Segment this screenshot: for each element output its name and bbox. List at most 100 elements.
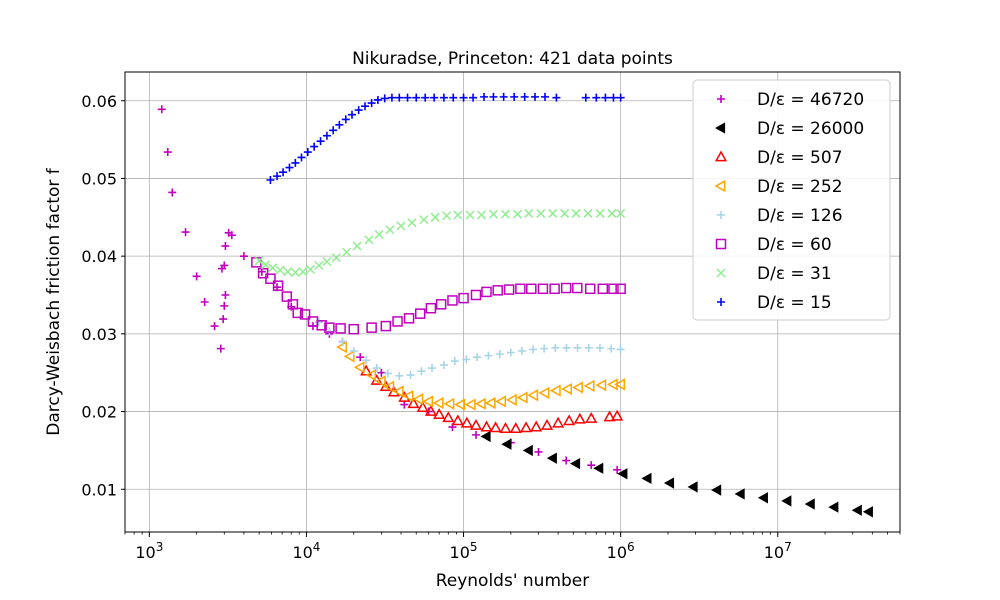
data-point [537, 283, 549, 295]
legend-marker [717, 211, 725, 219]
data-point [527, 389, 539, 402]
data-point [595, 379, 607, 392]
data-point [469, 419, 483, 430]
data-point [462, 355, 471, 364]
data-point [613, 465, 622, 474]
y-axis-label: Darcy-Weisbach friction factor f [44, 167, 64, 435]
data-point [361, 102, 370, 111]
data-point [663, 477, 675, 489]
data-point [417, 367, 426, 376]
data-point [516, 391, 528, 404]
data-point [561, 382, 573, 396]
data-point [563, 414, 576, 426]
data-point [221, 291, 230, 300]
data-point [354, 106, 363, 115]
data-point [348, 110, 357, 119]
data-point [474, 397, 486, 410]
y-tick-label: 0.05 [81, 169, 117, 188]
data-point [314, 318, 323, 327]
data-point [380, 320, 392, 332]
data-point [181, 228, 190, 237]
chart-title: Nikuradse, Princeton: 421 data points [352, 49, 673, 69]
data-point [451, 414, 464, 426]
data-point [536, 208, 546, 218]
data-point [372, 364, 381, 373]
data-point [305, 264, 315, 274]
data-point [251, 257, 262, 268]
data-point [216, 344, 225, 353]
y-tick-label: 0.06 [81, 92, 117, 111]
data-point [239, 252, 248, 261]
data-point [268, 263, 278, 273]
legend-marker [717, 95, 725, 103]
y-tick-label: 0.01 [81, 480, 117, 499]
data-point [406, 371, 415, 380]
data-point [221, 242, 230, 251]
data-point [272, 280, 284, 291]
data-point [279, 168, 288, 177]
data-point [322, 131, 331, 140]
x-axis-label: Reynolds' number [436, 571, 590, 591]
data-point [480, 430, 491, 443]
series-0 [157, 105, 622, 474]
data-point [324, 322, 335, 333]
data-point [416, 401, 429, 413]
data-point [520, 92, 529, 101]
data-point [781, 495, 792, 507]
data-point [292, 307, 303, 319]
data-layer [157, 92, 873, 518]
x-tick-label: 104 [292, 540, 320, 562]
data-point [257, 268, 269, 279]
data-point [329, 126, 338, 135]
data-point [711, 484, 722, 496]
legend-label: D/ε = 26000 [757, 119, 864, 139]
data-point [297, 153, 306, 162]
data-point [285, 163, 294, 172]
data-point [484, 396, 496, 410]
legend-marker [716, 268, 726, 278]
y-tick-label: 0.02 [81, 403, 117, 422]
data-point [587, 461, 596, 470]
data-point [374, 375, 386, 388]
data-point [335, 120, 344, 129]
data-point [387, 385, 400, 397]
data-point [281, 291, 293, 302]
data-point [227, 231, 236, 240]
data-point [403, 93, 412, 102]
data-point [425, 302, 437, 314]
data-point [597, 283, 609, 295]
data-point [200, 298, 209, 306]
data-point [540, 419, 554, 430]
data-point [261, 260, 271, 270]
data-point [473, 353, 482, 362]
data-point [275, 265, 285, 275]
data-point [476, 210, 486, 220]
data-point [481, 286, 492, 298]
x-tick-label: 107 [764, 540, 792, 562]
data-point [163, 148, 172, 157]
data-point [349, 346, 358, 355]
data-point [552, 93, 561, 102]
data-point [509, 422, 522, 434]
data-point [365, 368, 376, 382]
data-point [422, 395, 434, 408]
data-point [548, 208, 558, 218]
data-point [220, 261, 229, 270]
data-point [303, 148, 312, 157]
data-point [454, 398, 466, 411]
x-tick-label: 105 [450, 540, 478, 562]
data-point [447, 295, 458, 306]
data-point [489, 92, 498, 101]
data-point [299, 309, 311, 320]
data-point [291, 158, 300, 167]
data-point [522, 444, 533, 457]
data-point [392, 316, 403, 327]
legend-label: D/ε = 46720 [757, 90, 864, 110]
data-point [538, 386, 550, 399]
data-point [506, 348, 515, 357]
data-point [592, 93, 601, 102]
data-point [480, 92, 489, 101]
data-point [341, 115, 350, 124]
data-point [581, 93, 590, 102]
data-point [552, 416, 565, 428]
